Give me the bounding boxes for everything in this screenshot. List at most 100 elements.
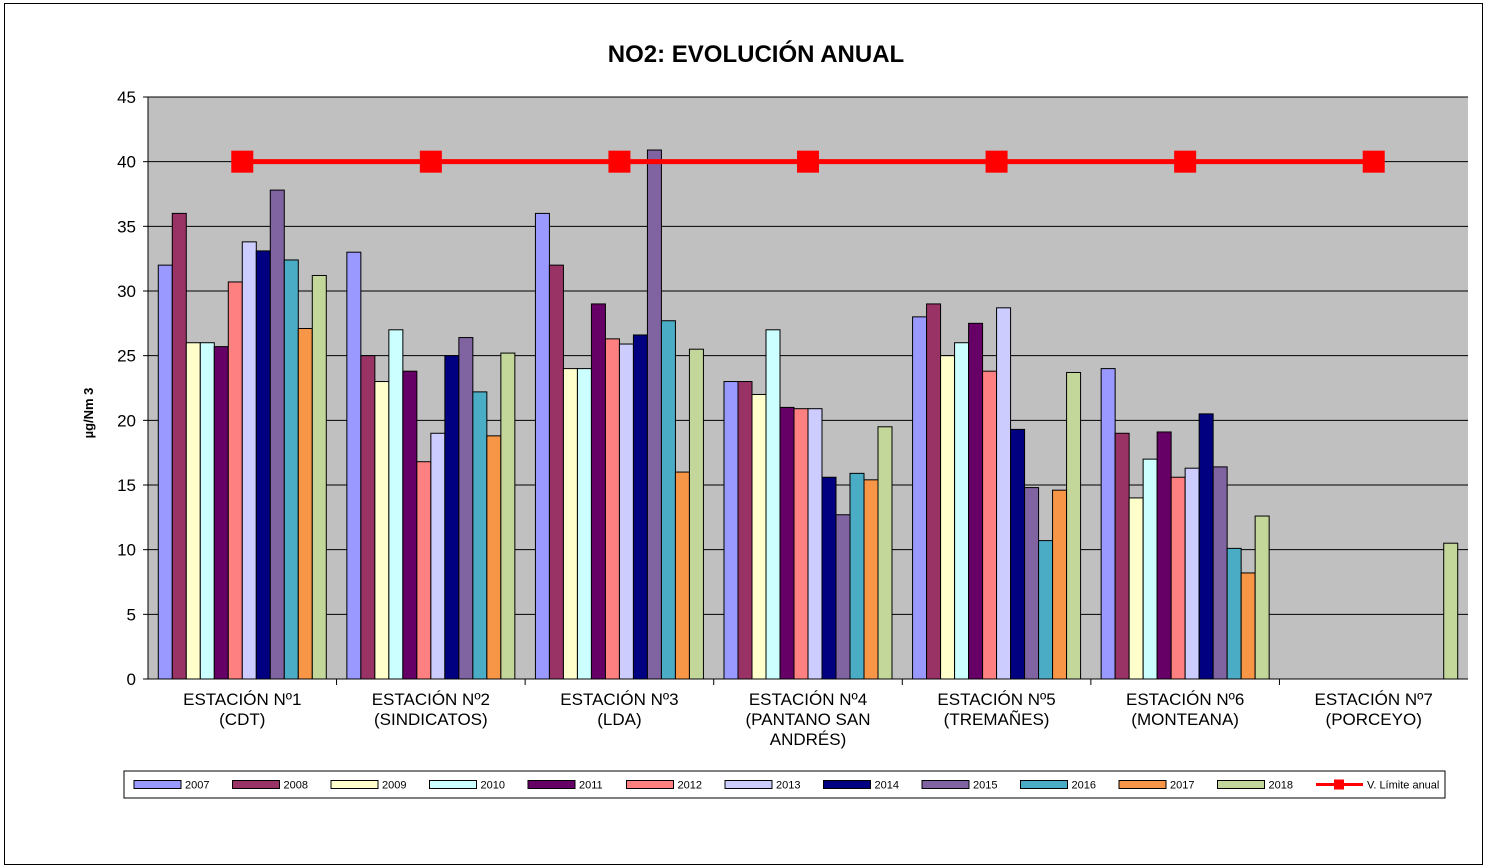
bar <box>1170 476 1186 680</box>
bar <box>751 393 767 680</box>
bar <box>1114 432 1130 680</box>
x-category-labels: ESTACIÓN Nº1(CDT) ESTACIÓN Nº2(SINDICATOS… <box>183 690 1433 749</box>
category-label: ESTACIÓN Nº4 <box>749 690 867 709</box>
bar <box>877 426 893 680</box>
bar <box>1024 487 1040 680</box>
bar <box>996 307 1012 680</box>
bar <box>562 368 578 680</box>
legend-swatch <box>1020 780 1068 789</box>
category-label: (PANTANO SAN <box>746 710 871 729</box>
bar <box>821 476 837 680</box>
y-tick-label: 35 <box>117 217 136 236</box>
bar <box>1443 542 1459 680</box>
bar <box>416 461 432 680</box>
legend-swatch <box>429 780 477 789</box>
bar <box>954 342 970 680</box>
category-label: (PORCEYO) <box>1326 710 1422 729</box>
limit-marker <box>419 150 442 173</box>
limit-marker <box>608 150 631 173</box>
category-label: ESTACIÓN Nº7 <box>1315 690 1433 709</box>
limit-marker <box>797 150 819 173</box>
category-label: ESTACIÓN Nº5 <box>937 690 1055 709</box>
category-label: (TREMAÑES) <box>944 710 1050 729</box>
y-tick-label: 45 <box>117 88 136 107</box>
legend-swatch <box>921 780 970 789</box>
bars <box>157 149 1459 680</box>
legend-label: 2013 <box>776 780 800 792</box>
category-label: (LDA) <box>597 710 641 729</box>
bar <box>1198 413 1214 680</box>
bar <box>1128 497 1144 680</box>
bar <box>723 381 739 680</box>
bar <box>646 149 662 680</box>
legend-line-marker <box>1334 779 1344 790</box>
legend-swatch <box>626 780 674 789</box>
legend-swatch <box>1217 780 1265 789</box>
bar <box>157 264 173 680</box>
bar <box>618 343 634 680</box>
bar <box>674 471 690 680</box>
legend-swatch <box>330 780 379 789</box>
bar <box>849 472 865 680</box>
bar <box>1010 428 1026 680</box>
bar <box>1052 489 1068 680</box>
limit-marker <box>1174 150 1197 173</box>
bar <box>912 316 928 680</box>
bar <box>1038 540 1054 680</box>
legend-label: 2014 <box>875 780 899 792</box>
y-axis-label: µg/Nm 3 <box>81 388 96 439</box>
legend-label: 2017 <box>1170 780 1194 792</box>
bar <box>1100 368 1116 680</box>
legend-label: 2010 <box>481 780 505 792</box>
bar <box>297 328 313 680</box>
bar <box>779 406 795 680</box>
bar <box>213 346 229 680</box>
category-label: ESTACIÓN Nº6 <box>1126 690 1244 709</box>
category-label: ESTACIÓN Nº3 <box>560 690 678 709</box>
bar <box>171 212 187 680</box>
bar <box>444 355 460 680</box>
legend-swatch <box>527 780 576 789</box>
bar <box>863 479 879 680</box>
legend-label: V. Límite anual <box>1367 780 1439 792</box>
bar <box>807 408 823 680</box>
legend-swatch <box>1118 780 1167 789</box>
bar <box>199 342 215 680</box>
legend-label: 2009 <box>382 780 406 792</box>
bar <box>255 250 271 680</box>
legend-swatch <box>133 780 182 789</box>
y-tick-label: 10 <box>117 541 136 560</box>
bar <box>688 348 704 680</box>
bar <box>926 303 942 680</box>
bar <box>660 320 676 680</box>
category-label: ESTACIÓN Nº2 <box>372 690 490 709</box>
bar <box>968 322 984 680</box>
legend-swatch <box>724 780 773 789</box>
legend-label: 2007 <box>185 780 209 792</box>
bar <box>1156 431 1172 680</box>
legend-label: 2018 <box>1269 780 1293 792</box>
bar <box>227 281 243 680</box>
bar <box>534 212 550 680</box>
limit-line <box>231 150 1385 173</box>
legend-label: 2008 <box>284 780 308 792</box>
bar <box>765 329 781 680</box>
legend-swatch <box>232 780 280 789</box>
bar <box>1226 547 1242 680</box>
limit-marker <box>1362 150 1385 173</box>
bar <box>1142 458 1158 680</box>
y-tick-label: 40 <box>117 153 136 172</box>
bar <box>402 370 418 680</box>
y-tick-labels: 0 5 10 15 20 25 30 35 40 45 <box>117 88 136 689</box>
chart-title: NO2: EVOLUCIÓN ANUAL <box>608 40 904 68</box>
bar <box>269 189 285 680</box>
bar <box>1212 466 1228 680</box>
legend-label: 2015 <box>973 780 997 792</box>
bar <box>472 391 488 680</box>
bar <box>940 355 956 680</box>
bar <box>360 355 376 680</box>
y-tick-label: 0 <box>127 670 136 689</box>
bar <box>835 514 851 680</box>
bar <box>1066 371 1082 680</box>
